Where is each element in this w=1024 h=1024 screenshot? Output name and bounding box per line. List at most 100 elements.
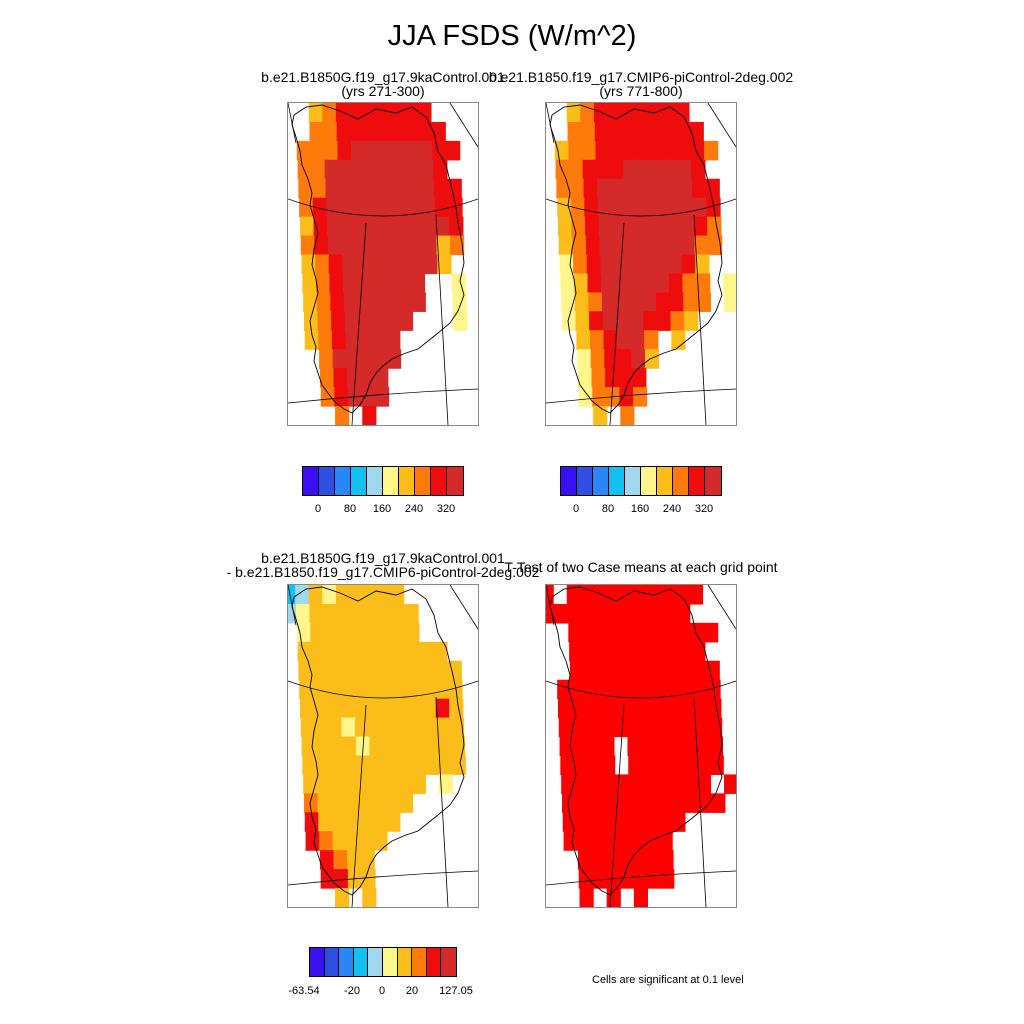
grid-cell — [561, 311, 577, 331]
grid-cell — [642, 292, 657, 312]
grid-cell — [656, 793, 672, 813]
grid-cell — [408, 698, 423, 719]
grid-cell — [640, 235, 655, 256]
grid-cell — [626, 235, 641, 256]
grid-cell — [296, 622, 311, 643]
grid-cell — [342, 736, 357, 757]
grid-cell — [589, 311, 604, 331]
grid-cell — [569, 178, 585, 199]
colorbar-swatch — [689, 467, 705, 495]
grid-cell — [655, 755, 670, 776]
grid-cell — [380, 197, 395, 218]
grid-cell — [669, 774, 684, 794]
grid-cell — [350, 603, 365, 624]
grid-cell — [644, 812, 659, 832]
grid-cell — [643, 793, 658, 813]
grid-cell — [300, 717, 315, 738]
grid-cell — [373, 349, 388, 369]
grid-cell — [301, 254, 316, 275]
grid-cell — [557, 698, 573, 719]
grid-cell — [451, 273, 466, 294]
grid-cell — [589, 330, 605, 350]
colorbar-swatch — [382, 948, 398, 976]
grid-cell — [404, 121, 419, 142]
grid-cell — [573, 755, 589, 776]
grid-cell — [693, 216, 708, 237]
colorbar-swatch — [319, 467, 335, 495]
grid-cell — [422, 216, 437, 237]
grid-cell — [453, 311, 468, 331]
grid-cell — [600, 736, 615, 757]
grid-cell — [384, 292, 399, 312]
grid-cell — [378, 622, 393, 643]
panel-title-ttest-line1: T-Test of two Case means at each grid po… — [504, 559, 778, 575]
grid-cell — [367, 679, 382, 700]
grid-cell — [691, 159, 706, 180]
grid-cell — [618, 368, 633, 388]
grid-cell — [319, 850, 335, 870]
grid-cell — [393, 660, 408, 681]
grid-cell — [650, 641, 665, 662]
grid-cell — [338, 641, 353, 662]
grid-cell — [630, 330, 645, 350]
grid-cell — [641, 736, 656, 757]
grid-cell — [587, 755, 602, 776]
grid-cell — [567, 121, 582, 142]
grid-cell — [590, 831, 605, 851]
grid-cell — [351, 159, 367, 180]
grid-cell — [601, 273, 616, 294]
grid-cell — [371, 793, 386, 813]
grid-cell — [704, 622, 719, 643]
grid-cell — [664, 641, 679, 662]
grid-cell — [451, 755, 466, 776]
grid-cell — [437, 736, 452, 757]
grid-cell — [567, 603, 582, 624]
grid-cell — [419, 641, 434, 662]
grid-cell — [584, 679, 599, 700]
grid-cell — [363, 121, 378, 142]
grid-cell — [681, 736, 696, 757]
grid-cell — [591, 368, 606, 388]
grid-cell — [421, 197, 436, 218]
grid-cell — [396, 254, 411, 275]
grid-cell — [349, 103, 364, 123]
colorbar-swatch — [426, 948, 442, 976]
grid-cell — [648, 603, 664, 624]
grid-cell — [343, 755, 358, 776]
grid-cell — [635, 603, 650, 624]
grid-cell — [394, 216, 410, 237]
grid-cell — [650, 159, 665, 180]
grid-cell — [317, 793, 332, 813]
colorbar-case1-label: 80 — [343, 503, 357, 515]
grid-cell — [560, 273, 575, 294]
grid-cell — [625, 698, 640, 719]
grid-cell — [568, 622, 583, 643]
colorbar-swatch — [367, 467, 383, 495]
grid-cell — [596, 641, 611, 662]
grid-cell — [631, 831, 646, 851]
grid-cell — [395, 235, 410, 256]
grid-cell — [585, 216, 600, 237]
grid-cell — [680, 717, 696, 738]
grid-cell — [723, 273, 736, 294]
grid-cell — [636, 140, 651, 161]
grid-cell — [318, 330, 333, 350]
grid-cell — [327, 717, 343, 738]
grid-cell — [449, 698, 464, 719]
grid-cell — [618, 850, 633, 870]
grid-cell — [347, 368, 362, 388]
grid-cell — [311, 178, 327, 199]
grid-cell — [436, 235, 451, 256]
grid-cell — [398, 774, 413, 794]
grid-cell — [691, 641, 706, 662]
grid-cell — [582, 159, 597, 180]
colorbar-swatch — [415, 467, 431, 495]
grid-cell — [563, 831, 578, 851]
grid-cell — [692, 197, 708, 218]
grid-cell — [629, 774, 644, 794]
grid-cell — [305, 831, 320, 851]
grid-cell — [597, 197, 613, 218]
grid-cell — [601, 292, 617, 312]
grid-cell — [682, 273, 697, 294]
grid-cell — [323, 140, 339, 161]
